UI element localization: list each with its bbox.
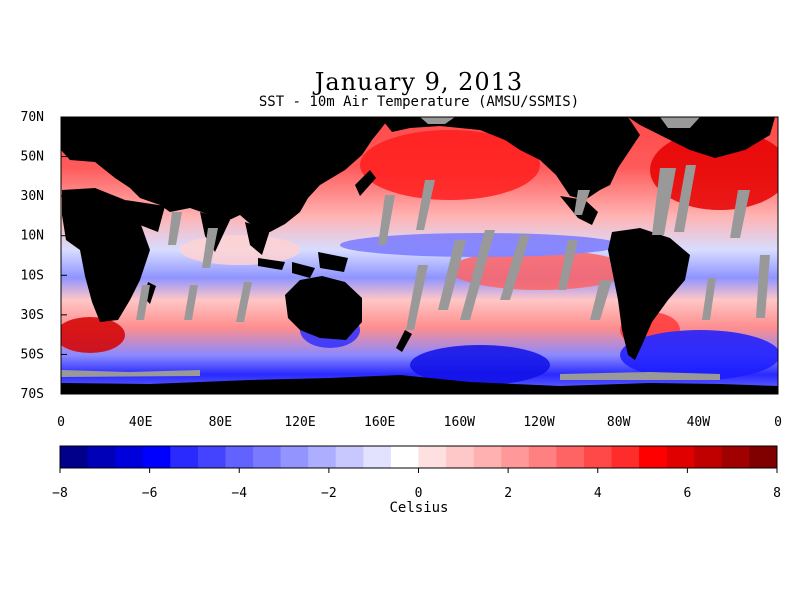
colorbar-swatch (694, 446, 723, 468)
land-indonesia-1 (258, 258, 285, 270)
land-greenland (628, 117, 775, 158)
colorbar-swatch (115, 446, 144, 468)
map-frame (60, 116, 779, 395)
colorbar-swatch (611, 446, 640, 468)
colorbar-swatch (142, 446, 171, 468)
colorbar-swatch (418, 446, 447, 468)
lat-tick-label: 70N (21, 110, 44, 125)
colorbar-swatch (721, 446, 750, 468)
colorbar-tick-label: −2 (321, 486, 337, 501)
lon-tick-label: 40W (687, 415, 711, 430)
lon-tick-label: 0 (774, 415, 782, 430)
lat-tick-label: 70S (21, 387, 44, 402)
colorbar-tick-label: 0 (415, 486, 423, 501)
land-new-guinea (318, 252, 348, 272)
colorbar: −8 −6 −4 −2 0 2 4 6 8 (52, 445, 781, 501)
lon-tick-label: 160E (364, 415, 395, 430)
colorbar-label: Celsius (389, 500, 449, 516)
colorbar-swatch (335, 446, 364, 468)
missing-data-swaths (61, 117, 770, 380)
land-south-america (608, 228, 690, 360)
land-north-america (380, 117, 640, 200)
colorbar-swatch (666, 446, 695, 468)
land-indonesia-2 (292, 262, 315, 278)
land-australia (285, 276, 362, 340)
colorbar-swatch (446, 446, 475, 468)
colorbar-swatch (639, 446, 668, 468)
lat-tick-label: 50N (21, 150, 44, 165)
colorbar-tick-label: −4 (231, 486, 247, 501)
lat-tick-label: 30N (21, 189, 44, 204)
colorbar-swatch (473, 446, 502, 468)
colorbar-tick-label: −6 (142, 486, 158, 501)
lat-tick-label: 10N (21, 229, 44, 244)
page-subtitle: SST - 10m Air Temperature (AMSU/SSMIS) (258, 94, 580, 110)
land-eurasia (61, 117, 390, 232)
lon-tick-label: 120W (523, 415, 554, 430)
page-title: January 9, 2013 (314, 68, 524, 96)
land-japan (355, 170, 376, 196)
colorbar-swatch (749, 446, 778, 468)
land-new-zealand (396, 330, 412, 352)
temperature-patches (61, 130, 778, 385)
colorbar-swatch (501, 446, 530, 468)
land-antarctica (61, 375, 778, 394)
colorbar-swatch (280, 446, 309, 468)
colorbar-tick-label: 4 (594, 486, 602, 501)
land-africa (62, 188, 150, 322)
colorbar-swatch (170, 446, 199, 468)
colorbar-swatch (225, 446, 254, 468)
lon-tick-label: 120E (284, 415, 315, 430)
colorbar-swatch (528, 446, 557, 468)
colorbar-swatch (60, 446, 89, 468)
land-arabia (125, 200, 165, 232)
colorbar-tick-label: 2 (504, 486, 512, 501)
colorbar-swatch (87, 446, 116, 468)
colorbar-tick-label: −8 (52, 486, 68, 501)
land-masses (61, 117, 778, 394)
colorbar-swatch (253, 446, 282, 468)
colorbar-swatch (556, 446, 585, 468)
lon-tick-label: 80W (607, 415, 631, 430)
colorbar-swatch (308, 446, 337, 468)
colorbar-swatch (363, 446, 392, 468)
colorbar-swatch (583, 446, 613, 468)
colorbar-swatch (197, 446, 226, 468)
lon-tick-label: 40E (129, 415, 152, 430)
lon-tick-label: 160W (444, 415, 475, 430)
lat-tick-label: 30S (21, 308, 44, 323)
lon-tick-label: 0 (57, 415, 65, 430)
lon-tick-label: 80E (209, 415, 232, 430)
land-se-asia (245, 222, 270, 255)
map-area (61, 117, 778, 394)
colorbar-tick-label: 6 (683, 486, 691, 501)
lat-tick-label: 50S (21, 347, 44, 362)
colorbar-tick-label: 8 (773, 486, 781, 501)
lat-tick-label: 10S (21, 268, 44, 283)
colorbar-swatch (390, 446, 419, 468)
latitude-axis: 70N 50N 30N 10N 10S 30S 50S 70S (21, 110, 67, 402)
longitude-axis: 0 40E 80E 120E 160E 160W 120W 80W 40W 0 (57, 388, 782, 430)
